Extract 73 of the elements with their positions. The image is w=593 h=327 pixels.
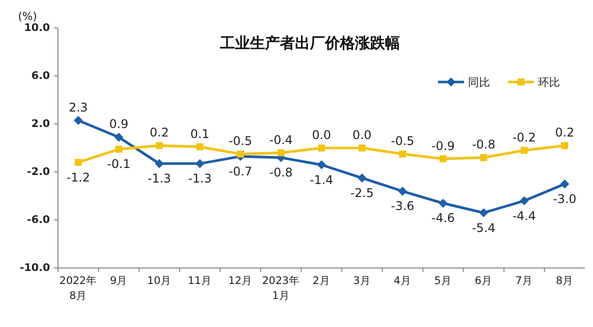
data-label: -0.8 <box>472 138 496 152</box>
y-tick-label: -10.0 <box>20 262 50 274</box>
data-label: 0.0 <box>352 128 372 142</box>
data-label: -0.4 <box>269 132 293 147</box>
data-label: -3.0 <box>553 192 576 206</box>
point <box>358 174 367 182</box>
x-tick-label: 10月 <box>147 275 172 287</box>
chart-title: 工业生产者出厂价格涨跌幅 <box>219 34 400 52</box>
data-label: -0.5 <box>228 134 252 148</box>
point <box>154 159 164 168</box>
data-label: -3.6 <box>390 199 414 214</box>
point <box>358 144 366 152</box>
x-tick-label: 2022年 8月 <box>59 275 98 302</box>
legend-label: 同比 <box>468 76 490 89</box>
data-label: -0.1 <box>107 157 131 172</box>
data-label: -0.7 <box>228 164 252 178</box>
y-tick-label: 2.0 <box>31 118 50 130</box>
point <box>438 198 448 208</box>
point <box>196 143 204 150</box>
point <box>480 154 488 162</box>
data-label: -1.2 <box>66 170 90 184</box>
data-label: -0.8 <box>269 166 293 180</box>
data-label: -1.3 <box>148 172 172 186</box>
point <box>399 150 406 158</box>
point <box>115 146 122 153</box>
point <box>318 144 325 152</box>
data-label: 2.3 <box>68 100 88 114</box>
point <box>74 158 82 166</box>
point <box>114 132 124 142</box>
y-tick-label: -6.0 <box>27 214 50 226</box>
y-tick-label: 6.0 <box>31 70 50 82</box>
data-label: 0.2 <box>150 126 169 140</box>
point <box>317 160 326 170</box>
point <box>561 142 568 150</box>
data-label: -0.2 <box>512 130 536 144</box>
x-tick-label: 3月 <box>353 275 371 287</box>
point <box>440 155 447 162</box>
data-label: 0.0 <box>312 128 332 142</box>
point <box>520 196 529 206</box>
data-label: 0.9 <box>109 117 128 132</box>
point <box>156 142 163 150</box>
x-tick-label: 6月 <box>474 275 492 287</box>
data-label: -0.5 <box>390 134 414 148</box>
x-tick-label: 9月 <box>110 275 128 287</box>
point <box>277 149 284 156</box>
point <box>195 159 204 168</box>
data-label: -0.9 <box>431 138 455 153</box>
data-label: -4.4 <box>512 208 536 223</box>
x-tick-label: 11月 <box>188 275 212 287</box>
point <box>398 186 408 196</box>
x-tick-label: 2023年 1月 <box>262 275 300 302</box>
x-tick-label: 2月 <box>312 275 330 287</box>
data-label: -1.3 <box>188 172 212 186</box>
x-tick-label: 12月 <box>228 275 253 287</box>
data-label: -2.5 <box>350 186 374 200</box>
point <box>236 150 244 158</box>
data-label: -5.4 <box>472 220 496 235</box>
y-axis-title: (%) <box>18 10 38 23</box>
x-tick-label: 5月 <box>434 275 452 287</box>
y-tick-label: -2.0 <box>27 166 50 178</box>
data-label: -4.6 <box>431 211 455 226</box>
y-tick-label: 10.0 <box>24 22 50 34</box>
x-tick-label: 4月 <box>394 275 412 287</box>
point <box>520 146 528 154</box>
x-tick-label: 7月 <box>515 275 534 287</box>
x-tick-label: 8月 <box>556 275 574 287</box>
data-label: -1.4 <box>310 172 334 187</box>
point <box>560 180 570 188</box>
legend-label: 环比 <box>538 76 560 89</box>
data-label: 0.1 <box>190 126 210 141</box>
point <box>74 116 83 125</box>
data-label: 0.2 <box>555 126 574 140</box>
point <box>479 208 488 218</box>
